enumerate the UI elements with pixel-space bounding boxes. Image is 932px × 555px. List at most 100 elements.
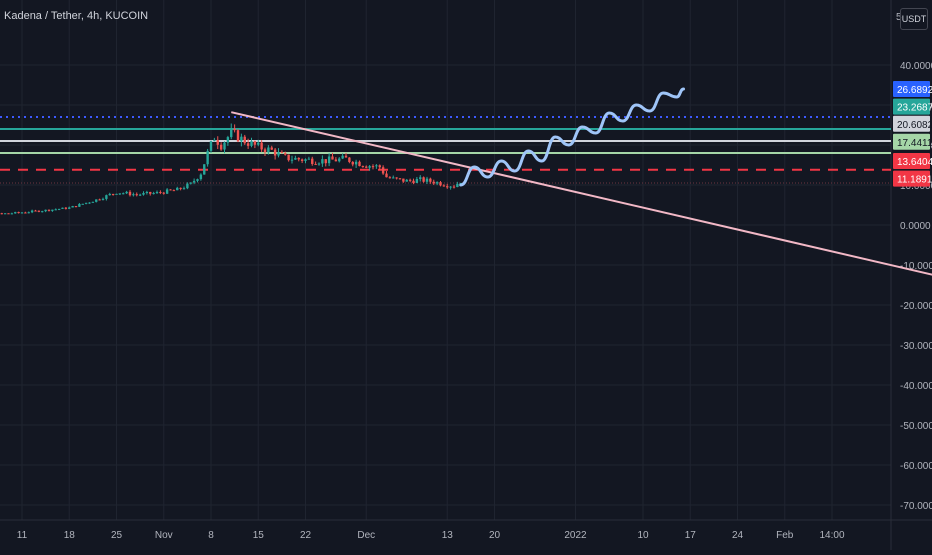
candle-body[interactable] — [392, 177, 395, 179]
price-tag-bg[interactable] — [893, 133, 930, 150]
candle-body[interactable] — [47, 209, 51, 211]
candle-body[interactable] — [240, 136, 243, 142]
candle-body[interactable] — [338, 158, 341, 162]
candle-body[interactable] — [230, 128, 233, 138]
candle-body[interactable] — [358, 161, 361, 167]
candle-body[interactable] — [118, 193, 122, 195]
candle-body[interactable] — [297, 157, 300, 160]
candle-body[interactable] — [280, 152, 284, 154]
candle-body[interactable] — [186, 183, 189, 189]
candle-body[interactable] — [395, 177, 398, 179]
candle-body[interactable] — [135, 194, 138, 196]
candle-body[interactable] — [81, 203, 84, 205]
candle-body[interactable] — [361, 166, 365, 168]
candle-body[interactable] — [149, 191, 152, 194]
candle-body[interactable] — [236, 130, 240, 142]
candle-body[interactable] — [20, 212, 24, 214]
candle-body[interactable] — [331, 156, 334, 160]
candle-body[interactable] — [122, 193, 125, 195]
candle-body[interactable] — [226, 137, 230, 143]
candle-body[interactable] — [422, 177, 425, 182]
candle-body[interactable] — [182, 188, 186, 190]
candle-body[interactable] — [260, 142, 263, 150]
candle-body[interactable] — [243, 136, 246, 144]
candle-body[interactable] — [307, 158, 311, 160]
candle-body[interactable] — [14, 212, 17, 214]
price-tag-bg[interactable] — [893, 170, 930, 187]
candle-body[interactable] — [304, 159, 307, 161]
price-tag-bg[interactable] — [893, 115, 930, 132]
candle-body[interactable] — [91, 201, 95, 203]
candle-body[interactable] — [348, 157, 351, 162]
candle-body[interactable] — [132, 194, 135, 196]
candle-body[interactable] — [159, 192, 162, 194]
candle-body[interactable] — [169, 189, 172, 191]
candle-body[interactable] — [317, 163, 321, 165]
candle-body[interactable] — [388, 177, 392, 179]
candle-body[interactable] — [223, 142, 226, 150]
candle-body[interactable] — [311, 158, 314, 164]
candle-body[interactable] — [209, 141, 213, 151]
candle-body[interactable] — [334, 159, 338, 162]
candle-body[interactable] — [10, 213, 14, 215]
candle-body[interactable] — [44, 209, 47, 212]
price-tag-bg[interactable] — [893, 81, 930, 97]
projection-curve[interactable] — [459, 87, 685, 187]
candle-body[interactable] — [314, 163, 317, 165]
candle-body[interactable] — [176, 187, 179, 191]
candle-body[interactable] — [219, 144, 223, 150]
candle-body[interactable] — [196, 179, 199, 181]
candle-body[interactable] — [7, 213, 10, 215]
candle-body[interactable] — [425, 178, 429, 182]
candle-body[interactable] — [61, 207, 64, 209]
candle-body[interactable] — [456, 183, 459, 188]
trendline[interactable] — [231, 111, 932, 287]
candle-body[interactable] — [0, 213, 3, 215]
candle-body[interactable] — [246, 143, 250, 146]
candle-body[interactable] — [300, 159, 304, 161]
candle-body[interactable] — [452, 186, 456, 188]
candle-body[interactable] — [385, 173, 388, 178]
candle-body[interactable] — [371, 166, 375, 168]
candle-body[interactable] — [368, 166, 371, 168]
candle-body[interactable] — [294, 157, 297, 160]
candle-body[interactable] — [142, 193, 145, 195]
candle-body[interactable] — [442, 185, 446, 187]
candle-body[interactable] — [71, 206, 74, 208]
candle-body[interactable] — [267, 147, 270, 153]
candle-body[interactable] — [101, 198, 105, 200]
candle-body[interactable] — [155, 192, 159, 194]
candle-body[interactable] — [3, 213, 7, 215]
candle-body[interactable] — [138, 194, 142, 196]
candle-body[interactable] — [17, 212, 20, 214]
candle-body[interactable] — [165, 189, 169, 194]
candle-body[interactable] — [449, 186, 452, 188]
candle-body[interactable] — [34, 210, 37, 212]
candle-body[interactable] — [351, 161, 354, 165]
candle-body[interactable] — [435, 182, 439, 184]
candle-body[interactable] — [24, 212, 27, 214]
candle-body[interactable] — [179, 187, 182, 189]
candle-body[interactable] — [145, 191, 149, 194]
candle-body[interactable] — [203, 164, 206, 175]
candle-body[interactable] — [324, 159, 327, 164]
candle-body[interactable] — [206, 150, 209, 165]
candle-body[interactable] — [64, 207, 68, 209]
candle-body[interactable] — [250, 141, 253, 146]
candle-body[interactable] — [74, 206, 78, 208]
candle-body[interactable] — [54, 209, 57, 211]
candle-body[interactable] — [128, 191, 132, 196]
candle-body[interactable] — [192, 180, 196, 183]
candle-body[interactable] — [270, 147, 273, 150]
candle-body[interactable] — [365, 166, 368, 168]
candle-body[interactable] — [233, 128, 236, 131]
candle-body[interactable] — [344, 155, 348, 158]
candle-body[interactable] — [78, 203, 81, 207]
candle-body[interactable] — [172, 190, 176, 192]
candle-body[interactable] — [439, 182, 442, 186]
candle-body[interactable] — [152, 193, 155, 195]
candle-body[interactable] — [378, 165, 381, 168]
candle-body[interactable] — [98, 199, 101, 201]
candle-body[interactable] — [84, 202, 88, 204]
